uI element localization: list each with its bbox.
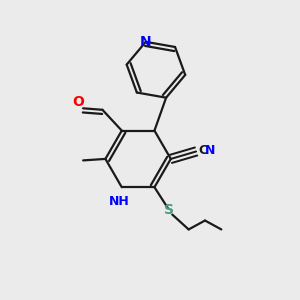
Text: S: S	[164, 202, 174, 217]
Text: N: N	[205, 144, 215, 158]
Text: NH: NH	[108, 195, 129, 208]
Text: C: C	[198, 144, 208, 158]
Text: O: O	[72, 95, 84, 109]
Text: N: N	[140, 35, 152, 49]
